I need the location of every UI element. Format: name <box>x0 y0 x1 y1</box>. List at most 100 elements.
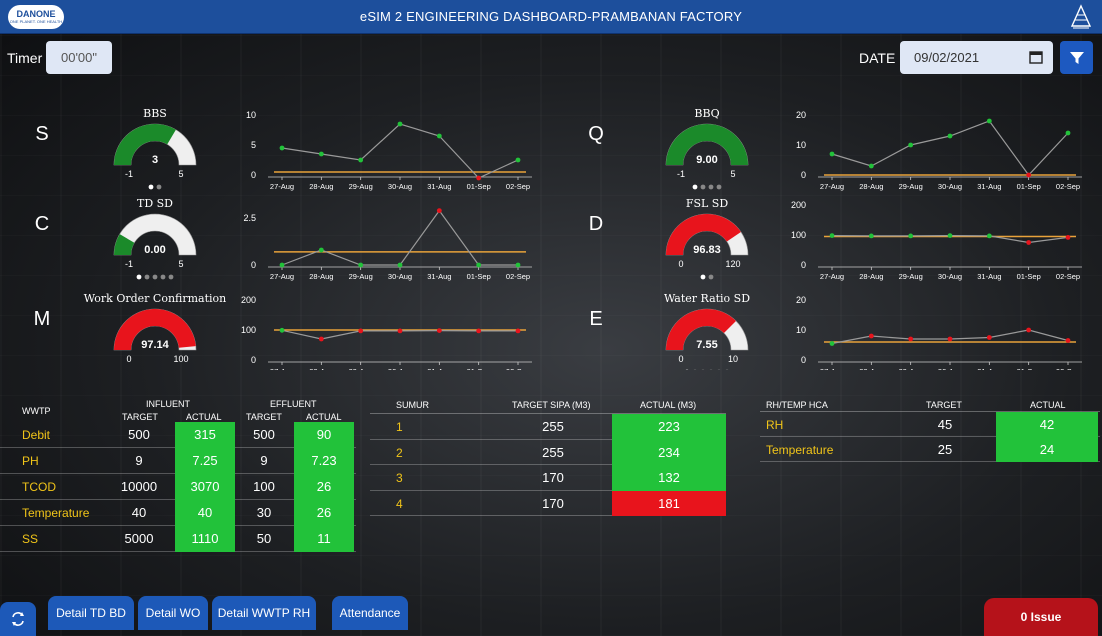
kpi-s-xtick: 28-Aug <box>309 182 333 191</box>
kpi-e-ytick: 20 <box>796 295 806 305</box>
refresh-button[interactable] <box>0 602 36 636</box>
wwtp-effluent-actual: 11 <box>294 526 354 552</box>
kpi-d-ytick: 100 <box>791 230 806 240</box>
sumur-actual: 223 <box>612 414 726 440</box>
kpi-d-point <box>829 233 835 239</box>
attendance-button[interactable]: Attendance <box>332 596 408 630</box>
wwtp-influent-target: 9 <box>135 453 143 468</box>
kpi-q-ytick: 0 <box>801 170 806 180</box>
detail-wo-button[interactable]: Detail WO <box>138 596 208 630</box>
kpi-s-point <box>358 157 364 163</box>
table-row: SS 5000 1110 50 11 <box>0 526 356 552</box>
kpi-c-gauge-track <box>113 213 197 256</box>
kpi-m-point <box>515 328 521 334</box>
kpi-e-point <box>947 336 953 342</box>
rh-row-name: RH <box>766 418 784 432</box>
issue-button[interactable]: 0 Issue <box>984 598 1098 636</box>
effluent-actual-header: ACTUAL <box>306 412 342 422</box>
rh-actual-header: ACTUAL <box>1030 400 1066 410</box>
kpi-d-point <box>908 233 914 239</box>
kpi-panel: S BBS 3 -1 5 10 5 0 27-Aug 28-Aug 29-Aug 30-Aug 31-A… <box>34 107 1082 370</box>
kpi-s-gauge-min: -1 <box>125 169 133 179</box>
kpi-c-ytick: 2.5 <box>243 213 256 223</box>
kpi-m-xtick: 01-Sep <box>467 367 491 370</box>
kpi-c-point <box>358 262 364 268</box>
wwtp-effluent-actual: 7.23 <box>294 448 354 474</box>
kpi-m-xtick: 27-Aug <box>270 367 294 370</box>
kpi-m-ytick: 200 <box>241 295 256 305</box>
calendar-icon[interactable] <box>1029 50 1043 64</box>
rh-target: 45 <box>937 417 953 432</box>
danone-logo: DANONE ONE PLANET. ONE HEALTH <box>8 5 64 29</box>
wwtp-effluent-target: 9 <box>260 453 268 468</box>
kpi-d-gauge-min: 0 <box>678 259 683 269</box>
kpi-q-xtick: 27-Aug <box>820 182 844 191</box>
kpi-q-point <box>1026 172 1032 178</box>
sumur-target: 170 <box>542 470 564 485</box>
kpi-e-gauge-fill <box>666 308 736 350</box>
kpi-q-ytick: 10 <box>796 140 806 150</box>
kpi-c-pager-dot <box>168 274 174 280</box>
kpi-q-pager-dot <box>716 184 722 190</box>
rh-target: 25 <box>937 442 953 457</box>
kpi-q-xtick: 31-Aug <box>977 182 1001 191</box>
kpi-d-xtick: 28-Aug <box>859 272 883 281</box>
header-bar: DANONE ONE PLANET. ONE HEALTH eSIM 2 ENG… <box>0 0 1102 34</box>
sumur-title: SUMUR <box>396 400 429 410</box>
sumur-actual: 181 <box>612 490 726 516</box>
detail-td-bd-button[interactable]: Detail TD BD <box>48 596 134 630</box>
kpi-c-point <box>476 262 482 268</box>
kpi-q-xtick: 29-Aug <box>899 182 923 191</box>
table-row: TCOD 10000 3070 100 26 <box>0 474 356 500</box>
kpi-s-xtick: 29-Aug <box>349 182 373 191</box>
kpi-q-gauge-max: 5 <box>730 169 735 179</box>
kpi-s-pager-dot <box>148 184 154 190</box>
kpi-q-gauge-value: 9.00 <box>696 154 717 166</box>
detail-wwtp-rh-button[interactable]: Detail WWTP RH <box>212 596 316 630</box>
effluent-target-header: TARGET <box>246 412 282 422</box>
kpi-c-xtick: 27-Aug <box>270 272 294 281</box>
kpi-q-point <box>1065 130 1071 136</box>
filter-button[interactable] <box>1060 41 1093 74</box>
wwtp-influent-target: 40 <box>131 505 147 520</box>
pyramid-logo-icon <box>1070 4 1092 29</box>
kpi-c-point <box>397 262 403 268</box>
kpi-q-point <box>829 151 835 157</box>
kpi-m-gauge-max: 100 <box>173 354 188 364</box>
kpi-c-xtick: 02-Sep <box>506 272 530 281</box>
kpi-e-point <box>1065 338 1071 343</box>
rh-actual: 24 <box>996 437 1098 462</box>
kpi-s-xtick: 27-Aug <box>270 182 294 191</box>
kpi-m-xtick: 02-Sep <box>506 367 530 370</box>
wwtp-influent-actual: 7.25 <box>175 448 235 474</box>
kpi-c-pager-dot <box>152 274 158 280</box>
kpi-m-point <box>436 328 442 333</box>
kpi-m-point <box>476 328 482 334</box>
kpi-e-point <box>829 341 835 346</box>
kpi-e-point <box>986 335 992 340</box>
kpi-q-point <box>868 163 874 169</box>
kpi-d-gauge-fill <box>666 214 741 255</box>
kpi-e-point <box>1026 327 1032 333</box>
kpi-q-point <box>947 133 953 139</box>
table-row: PH 9 7.25 9 7.23 <box>0 448 356 474</box>
date-input[interactable]: 09/02/2021 <box>900 41 1053 74</box>
timer-display: 00'00" <box>46 41 112 74</box>
kpi-s-gauge-title: BBS <box>143 107 167 120</box>
kpi-c-pager-dot <box>136 274 142 280</box>
kpi-c-gauge-fill <box>114 234 135 255</box>
wwtp-influent-target: 500 <box>128 427 150 442</box>
kpi-e-point <box>868 333 874 339</box>
kpi-d-xtick: 30-Aug <box>938 272 962 281</box>
kpi-m-xtick: 28-Aug <box>309 367 333 370</box>
kpi-m-point <box>318 336 324 342</box>
wwtp-effluent-target: 30 <box>256 505 272 520</box>
kpi-q-xtick: 30-Aug <box>938 182 962 191</box>
kpi-d-letter: D <box>589 213 603 235</box>
wwtp-row-name: Debit <box>22 428 51 442</box>
kpi-m-letter: M <box>34 308 51 330</box>
kpi-c-gauge-value: 0.00 <box>144 244 165 256</box>
kpi-d-xtick: 01-Sep <box>1017 272 1041 281</box>
kpi-c-point <box>318 247 324 253</box>
kpi-q-series-line <box>831 120 1069 176</box>
